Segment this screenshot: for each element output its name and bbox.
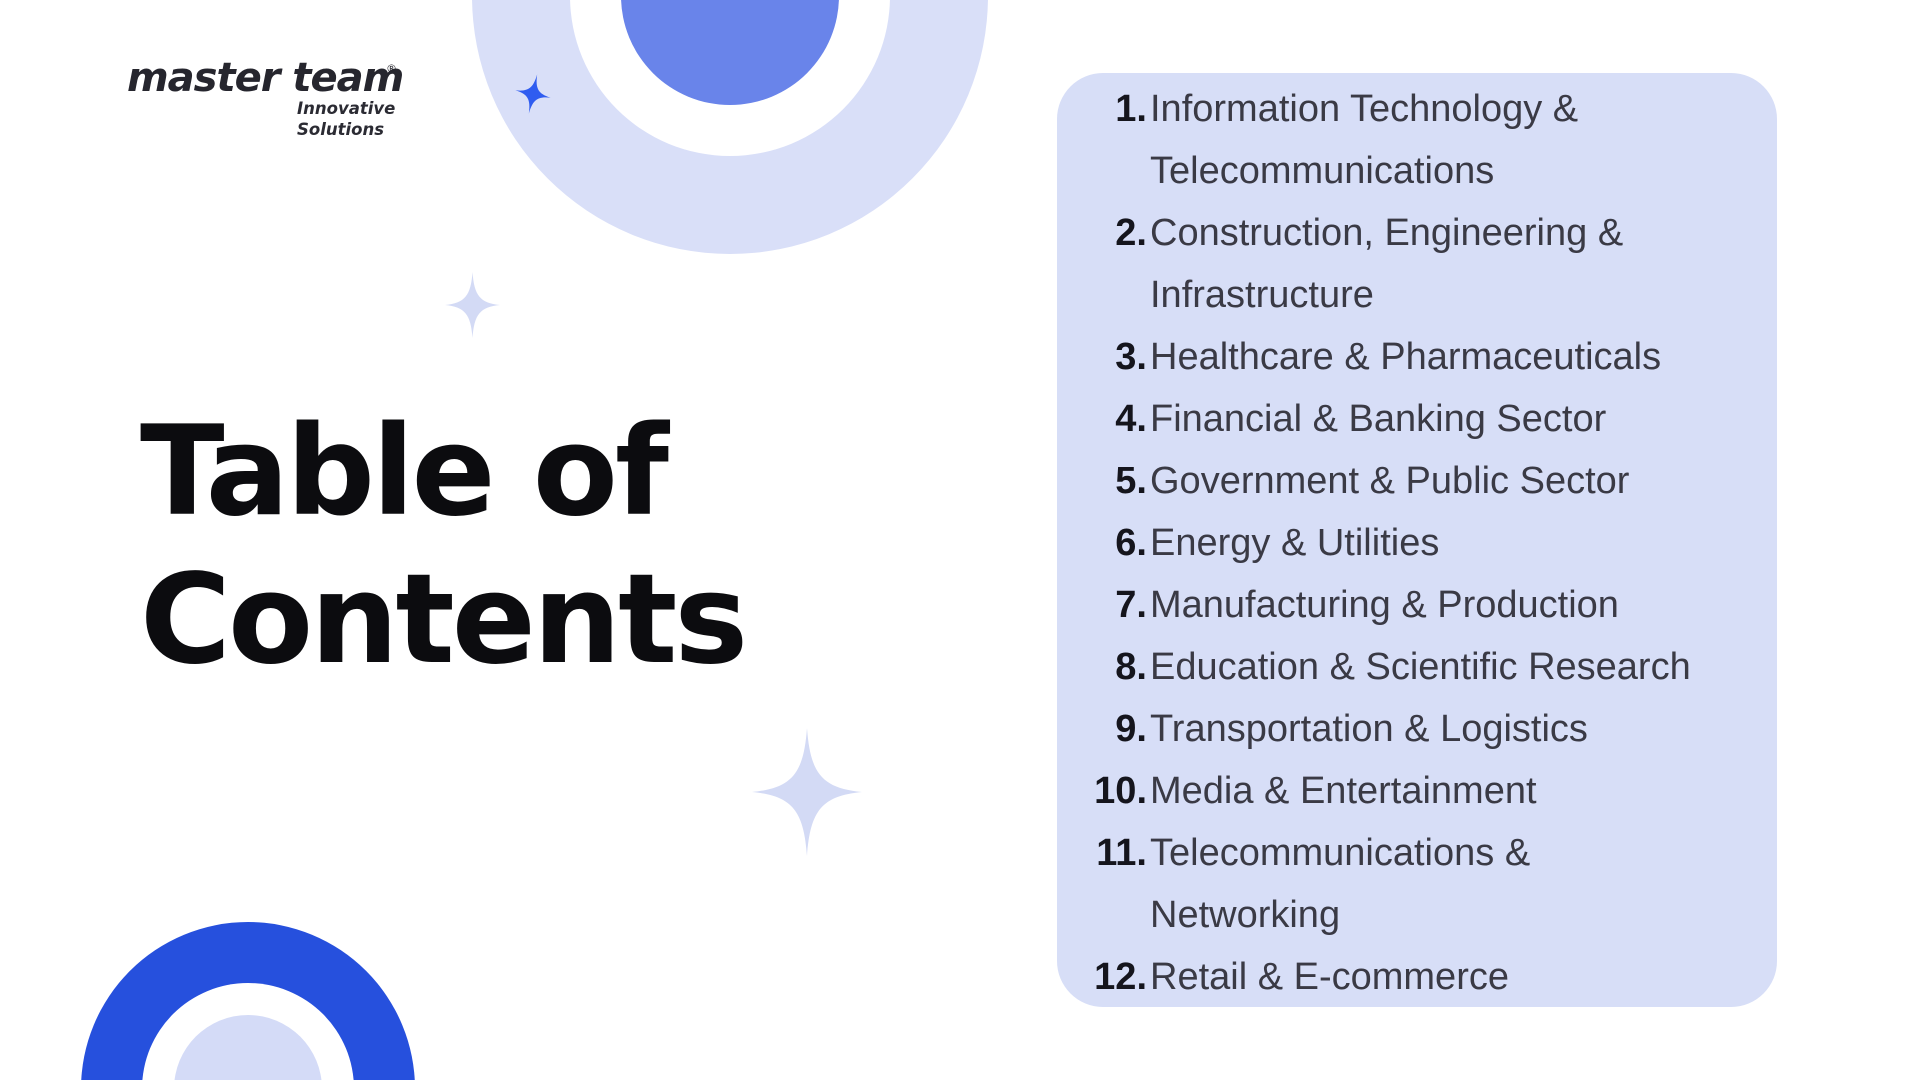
logo-sparkle-icon [511,71,555,118]
toc-item-number: 6. [1115,522,1147,564]
bottom-circle-lavender-core [174,1015,322,1080]
toc-item-label: Energy & Utilities [1150,512,1439,574]
logo-tagline-line1: Innovative [297,99,396,118]
toc-item-line: Infrastructure [1150,274,1374,316]
toc-item-label: Government & Public Sector [1150,450,1629,512]
toc-item: 8. Education & Scientific Research [1087,636,1749,698]
toc-item-line: Telecommunications & [1150,832,1531,874]
bottom-circles-decoration [81,922,415,1080]
toc-item-line: Manufacturing & Production [1150,584,1619,626]
toc-item-line: Healthcare & Pharmaceuticals [1150,336,1662,378]
toc-item-line: Networking [1150,894,1341,936]
toc-item-line: Telecommunications [1150,150,1495,192]
toc-item-number: 3. [1115,336,1147,378]
toc-item-line: Government & Public Sector [1150,460,1630,502]
toc-item-number: 12. [1094,956,1147,998]
toc-item: 5. Government & Public Sector [1087,450,1749,512]
toc-item-number: 11. [1096,832,1147,874]
toc-item: 6. Energy & Utilities [1087,512,1749,574]
toc-item-label: Financial & Banking Sector [1150,388,1606,450]
page-title-line1: Table of [140,400,669,544]
toc-item-label: Information Technology & Telecommunicatio… [1150,78,1578,202]
toc-item-number: 4. [1115,398,1147,440]
top-circles-decoration [472,0,988,254]
toc-item-line: Information Technology & [1150,88,1579,130]
toc-item-line: Media & Entertainment [1150,770,1537,812]
toc-item-line: Retail & E-commerce [1150,956,1509,998]
toc-item: 3. Healthcare & Pharmaceuticals [1087,326,1749,388]
toc-item-number: 8. [1115,646,1147,688]
toc-item-number: 2. [1115,212,1147,254]
toc-panel: 1. Information Technology & Telecommunica… [1057,73,1777,1007]
toc-item-line: Transportation & Logistics [1150,708,1588,750]
toc-item: 11. Telecommunications & Networking [1087,822,1749,946]
sparkle-icon [445,272,500,338]
toc-item: 12. Retail & E-commerce [1087,946,1749,1007]
toc-item-line: Financial & Banking Sector [1150,398,1607,440]
toc-item-number: 10. [1094,770,1147,812]
toc-item-label: Construction, Engineering & Infrastructur… [1150,202,1623,326]
toc-item-line: Energy & Utilities [1150,522,1440,564]
logo-tagline: Innovative Solutions [297,98,395,140]
toc-item: 1. Information Technology & Telecommunica… [1087,78,1749,202]
toc-item-label: Healthcare & Pharmaceuticals [1150,326,1661,388]
toc-item-number: 9. [1115,708,1147,750]
logo-brand-text: master team [127,55,404,101]
toc-item-label: Education & Scientific Research [1150,636,1691,698]
toc-item-label: Telecommunications & Networking [1150,822,1530,946]
bottom-circle-white-ring [142,983,354,1080]
toc-item-number: 7. [1115,584,1147,626]
toc-item-label: Manufacturing & Production [1150,574,1619,636]
toc-item-line: Education & Scientific Research [1150,646,1691,688]
toc-item-number: 5. [1115,460,1147,502]
logo-trademark: ® [386,62,397,75]
toc-item: 4. Financial & Banking Sector [1087,388,1749,450]
toc-item-label: Media & Entertainment [1150,760,1537,822]
toc-item: 10. Media & Entertainment [1087,760,1749,822]
page-title: Table of Contents [140,398,748,694]
toc-item-number: 1. [1115,88,1147,130]
toc-list: 1. Information Technology & Telecommunica… [1087,78,1749,1007]
top-circle-blue-core [621,0,839,105]
top-circle-white-ring [570,0,890,156]
toc-item: 9. Transportation & Logistics [1087,698,1749,760]
logo-tagline-line2: Solutions [297,120,385,139]
toc-item-line: Construction, Engineering & [1150,212,1624,254]
page-title-line2: Contents [140,548,748,692]
logo: master team ® Innovative Solutions [127,40,551,160]
toc-item: 2. Construction, Engineering & Infrastruc… [1087,202,1749,326]
toc-item-label: Transportation & Logistics [1150,698,1588,760]
sparkle-icon [752,728,862,856]
toc-item: 7. Manufacturing & Production [1087,574,1749,636]
toc-item-label: Retail & E-commerce [1150,946,1509,1007]
